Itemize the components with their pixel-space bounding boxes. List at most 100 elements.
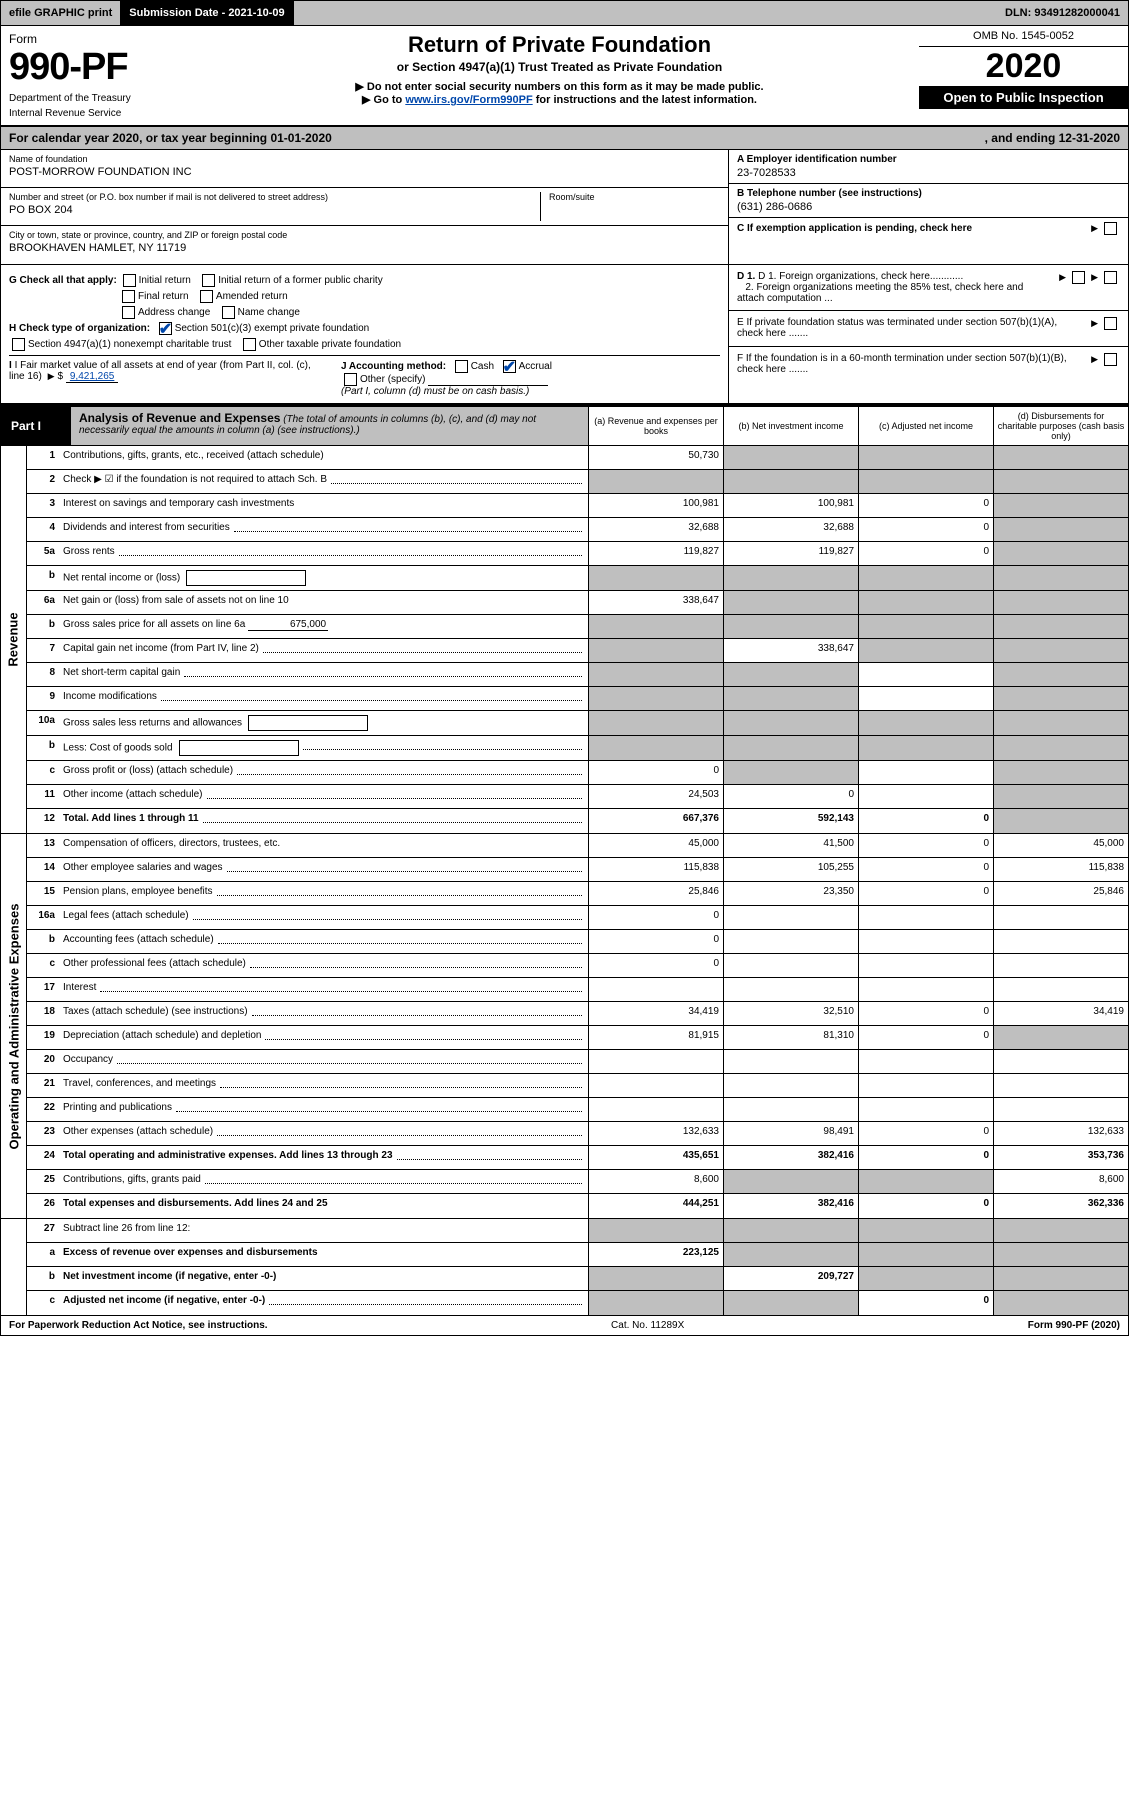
line-row: cAdjusted net income (if negative, enter… bbox=[27, 1291, 1128, 1315]
cell-shaded bbox=[588, 1291, 723, 1315]
4947-checkbox[interactable] bbox=[12, 338, 25, 351]
cal-end: , and ending 12-31-2020 bbox=[985, 131, 1120, 145]
line-number: c bbox=[27, 761, 61, 784]
cell: 132,633 bbox=[993, 1122, 1128, 1145]
e-checkbox[interactable] bbox=[1104, 317, 1117, 330]
cell bbox=[993, 978, 1128, 1001]
calendar-year-row: For calendar year 2020, or tax year begi… bbox=[0, 127, 1129, 150]
part-label: Part I bbox=[1, 407, 71, 445]
j-row: J Accounting method: Cash Accrual Other … bbox=[341, 360, 720, 397]
cal-begin: For calendar year 2020, or tax year begi… bbox=[9, 131, 332, 145]
cell: 0 bbox=[858, 858, 993, 881]
line-row: 5aGross rents119,827119,8270 bbox=[27, 542, 1128, 566]
cell-shaded bbox=[858, 1170, 993, 1193]
d1: D 1. Foreign organizations, check here..… bbox=[758, 271, 963, 282]
d1-checkbox[interactable] bbox=[1072, 271, 1085, 284]
cell: 0 bbox=[858, 494, 993, 517]
cell: 100,981 bbox=[723, 494, 858, 517]
cell: 98,491 bbox=[723, 1122, 858, 1145]
line-row: bNet investment income (if negative, ent… bbox=[27, 1267, 1128, 1291]
cell-shaded bbox=[993, 494, 1128, 517]
line-number: 8 bbox=[27, 663, 61, 686]
dln: DLN: 93491282000041 bbox=[997, 1, 1128, 25]
c-label: C If exemption application is pending, c… bbox=[737, 223, 1088, 234]
entity-block: Name of foundation POST-MORROW FOUNDATIO… bbox=[0, 150, 1129, 265]
line-desc: Total. Add lines 1 through 11 bbox=[61, 809, 588, 833]
revenue-grid: Revenue 1Contributions, gifts, grants, e… bbox=[0, 446, 1129, 834]
line-number: 7 bbox=[27, 639, 61, 662]
line-desc: Other income (attach schedule) bbox=[61, 785, 588, 808]
final-return-checkbox[interactable] bbox=[122, 290, 135, 303]
address-change-checkbox[interactable] bbox=[122, 306, 135, 319]
line-desc: Gross sales less returns and allowances bbox=[61, 711, 588, 735]
i-value[interactable]: 9,421,265 bbox=[66, 371, 119, 383]
line-row: 22Printing and publications bbox=[27, 1098, 1128, 1122]
line-desc: Taxes (attach schedule) (see instruction… bbox=[61, 1002, 588, 1025]
other-taxable-checkbox[interactable] bbox=[243, 338, 256, 351]
line-number: 2 bbox=[27, 470, 61, 493]
cell bbox=[858, 930, 993, 953]
cell-shaded bbox=[723, 1219, 858, 1242]
line-desc: Depreciation (attach schedule) and deple… bbox=[61, 1026, 588, 1049]
g5: Address change bbox=[138, 307, 210, 318]
cell-shaded bbox=[723, 687, 858, 710]
line-number: 13 bbox=[27, 834, 61, 857]
line-row: 8Net short-term capital gain bbox=[27, 663, 1128, 687]
arrow-icon bbox=[1091, 223, 1098, 234]
line-number: 14 bbox=[27, 858, 61, 881]
line-desc: Gross profit or (loss) (attach schedule) bbox=[61, 761, 588, 784]
line-number: 19 bbox=[27, 1026, 61, 1049]
form-number: 990-PF bbox=[9, 46, 192, 89]
cell: 105,255 bbox=[723, 858, 858, 881]
cell bbox=[858, 761, 993, 784]
cell bbox=[858, 1074, 993, 1097]
cash-checkbox[interactable] bbox=[455, 360, 468, 373]
initial-return-checkbox[interactable] bbox=[123, 274, 136, 287]
cell bbox=[723, 1050, 858, 1073]
cell-shaded bbox=[993, 1291, 1128, 1315]
amended-return-checkbox[interactable] bbox=[200, 290, 213, 303]
instructions-link[interactable]: www.irs.gov/Form990PF bbox=[405, 94, 532, 106]
col-c: (c) Adjusted net income bbox=[858, 407, 993, 445]
cell: 0 bbox=[858, 1002, 993, 1025]
line-row: 4Dividends and interest from securities3… bbox=[27, 518, 1128, 542]
mid-panel: G Check all that apply: Initial return I… bbox=[0, 265, 1129, 404]
line-row: 9Income modifications bbox=[27, 687, 1128, 711]
line-number: 4 bbox=[27, 518, 61, 541]
line-desc: Income modifications bbox=[61, 687, 588, 710]
line-number: 1 bbox=[27, 446, 61, 469]
cell: 0 bbox=[858, 1122, 993, 1145]
h-row2: Section 4947(a)(1) nonexempt charitable … bbox=[9, 338, 720, 351]
cell: 223,125 bbox=[588, 1243, 723, 1266]
cell-shaded bbox=[588, 736, 723, 760]
c-checkbox[interactable] bbox=[1104, 222, 1117, 235]
h1: Section 501(c)(3) exempt private foundat… bbox=[175, 323, 370, 334]
col-d: (d) Disbursements for charitable purpose… bbox=[993, 407, 1128, 445]
cell: 382,416 bbox=[723, 1194, 858, 1218]
cell bbox=[858, 906, 993, 929]
line-row: 27Subtract line 26 from line 12: bbox=[27, 1219, 1128, 1243]
cell bbox=[723, 954, 858, 977]
line-row: 1Contributions, gifts, grants, etc., rec… bbox=[27, 446, 1128, 470]
cell: 0 bbox=[858, 1026, 993, 1049]
accrual-checkbox[interactable] bbox=[503, 360, 516, 373]
line-number: b bbox=[27, 1267, 61, 1290]
501c3-checkbox[interactable] bbox=[159, 322, 172, 335]
line-row: 24Total operating and administrative exp… bbox=[27, 1146, 1128, 1170]
line-number: 25 bbox=[27, 1170, 61, 1193]
d2-checkbox[interactable] bbox=[1104, 271, 1117, 284]
name-change-checkbox[interactable] bbox=[222, 306, 235, 319]
j-note: (Part I, column (d) must be on cash basi… bbox=[341, 386, 529, 397]
f-checkbox[interactable] bbox=[1104, 353, 1117, 366]
line-number: c bbox=[27, 954, 61, 977]
cell-shaded bbox=[858, 711, 993, 735]
other-checkbox[interactable] bbox=[344, 373, 357, 386]
col-b: (b) Net investment income bbox=[723, 407, 858, 445]
cell-shaded bbox=[993, 446, 1128, 469]
cell: 34,419 bbox=[993, 1002, 1128, 1025]
efile-print[interactable]: efile GRAPHIC print bbox=[1, 1, 121, 25]
cell: 0 bbox=[588, 930, 723, 953]
line-desc: Net investment income (if negative, ente… bbox=[61, 1267, 588, 1290]
cell-shaded bbox=[993, 785, 1128, 808]
initial-former-checkbox[interactable] bbox=[202, 274, 215, 287]
